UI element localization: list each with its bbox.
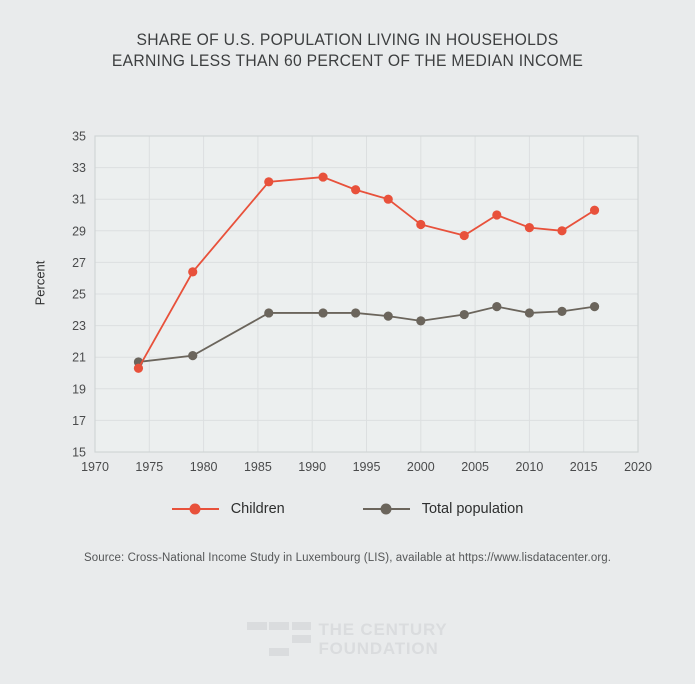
svg-text:21: 21 bbox=[72, 351, 86, 365]
svg-text:2005: 2005 bbox=[461, 460, 489, 474]
svg-text:33: 33 bbox=[72, 161, 86, 175]
children-line-marker-icon bbox=[171, 503, 219, 515]
svg-text:31: 31 bbox=[72, 193, 86, 207]
svg-text:1995: 1995 bbox=[353, 460, 381, 474]
svg-text:25: 25 bbox=[72, 288, 86, 302]
svg-text:35: 35 bbox=[72, 130, 86, 144]
svg-text:2000: 2000 bbox=[407, 460, 435, 474]
line-chart: 15 17 19 21 23 25 27 29 31 33 35 1970 1975 1980 1985 19… bbox=[72, 130, 652, 475]
legend-item-total-population: Total population bbox=[362, 501, 524, 517]
svg-text:27: 27 bbox=[72, 256, 86, 270]
chart-title-line-1: SHARE OF U.S. POPULATION LIVING IN HOUSE… bbox=[136, 31, 559, 49]
legend-item-children: Children bbox=[171, 501, 285, 517]
chart-legend: Children Total population bbox=[0, 501, 695, 517]
svg-text:1970: 1970 bbox=[81, 460, 109, 474]
y-axis-title: Percent bbox=[32, 260, 48, 306]
total-population-dot-icon bbox=[380, 503, 392, 515]
svg-text:2015: 2015 bbox=[570, 460, 598, 474]
svg-text:17: 17 bbox=[72, 414, 86, 428]
legend-label-children: Children bbox=[230, 501, 285, 517]
logo-wordmark: THE CENTURY FOUNDATION bbox=[318, 620, 447, 658]
svg-text:15: 15 bbox=[72, 446, 86, 460]
svg-text:1990: 1990 bbox=[298, 460, 326, 474]
logo-line-1: THE CENTURY bbox=[318, 620, 448, 639]
chart-title-line-2: EARNING LESS THAN 60 PERCENT OF THE MEDI… bbox=[111, 52, 584, 70]
svg-text:1985: 1985 bbox=[244, 460, 272, 474]
logo-line-2: FOUNDATION bbox=[318, 639, 439, 658]
century-foundation-logo: THE CENTURY FOUNDATION bbox=[0, 620, 695, 658]
svg-text:2010: 2010 bbox=[515, 460, 543, 474]
svg-text:23: 23 bbox=[72, 319, 86, 333]
legend-label-total-population: Total population bbox=[421, 501, 524, 517]
tcf-logo-mark-icon bbox=[247, 622, 312, 656]
svg-text:19: 19 bbox=[72, 382, 86, 396]
chart-area: 15 17 19 21 23 25 27 29 31 33 35 1970 1975 1980 1985 19… bbox=[72, 130, 652, 475]
source-attribution: Source: Cross-National Income Study in L… bbox=[83, 552, 612, 564]
svg-text:1980: 1980 bbox=[190, 460, 218, 474]
chart-title: SHARE OF U.S. POPULATION LIVING IN HOUSE… bbox=[17, 30, 677, 72]
total-population-line-marker-icon bbox=[362, 503, 410, 515]
children-dot-icon bbox=[189, 503, 201, 515]
svg-text:2020: 2020 bbox=[624, 460, 652, 474]
svg-text:1975: 1975 bbox=[135, 460, 163, 474]
svg-text:29: 29 bbox=[72, 224, 86, 238]
